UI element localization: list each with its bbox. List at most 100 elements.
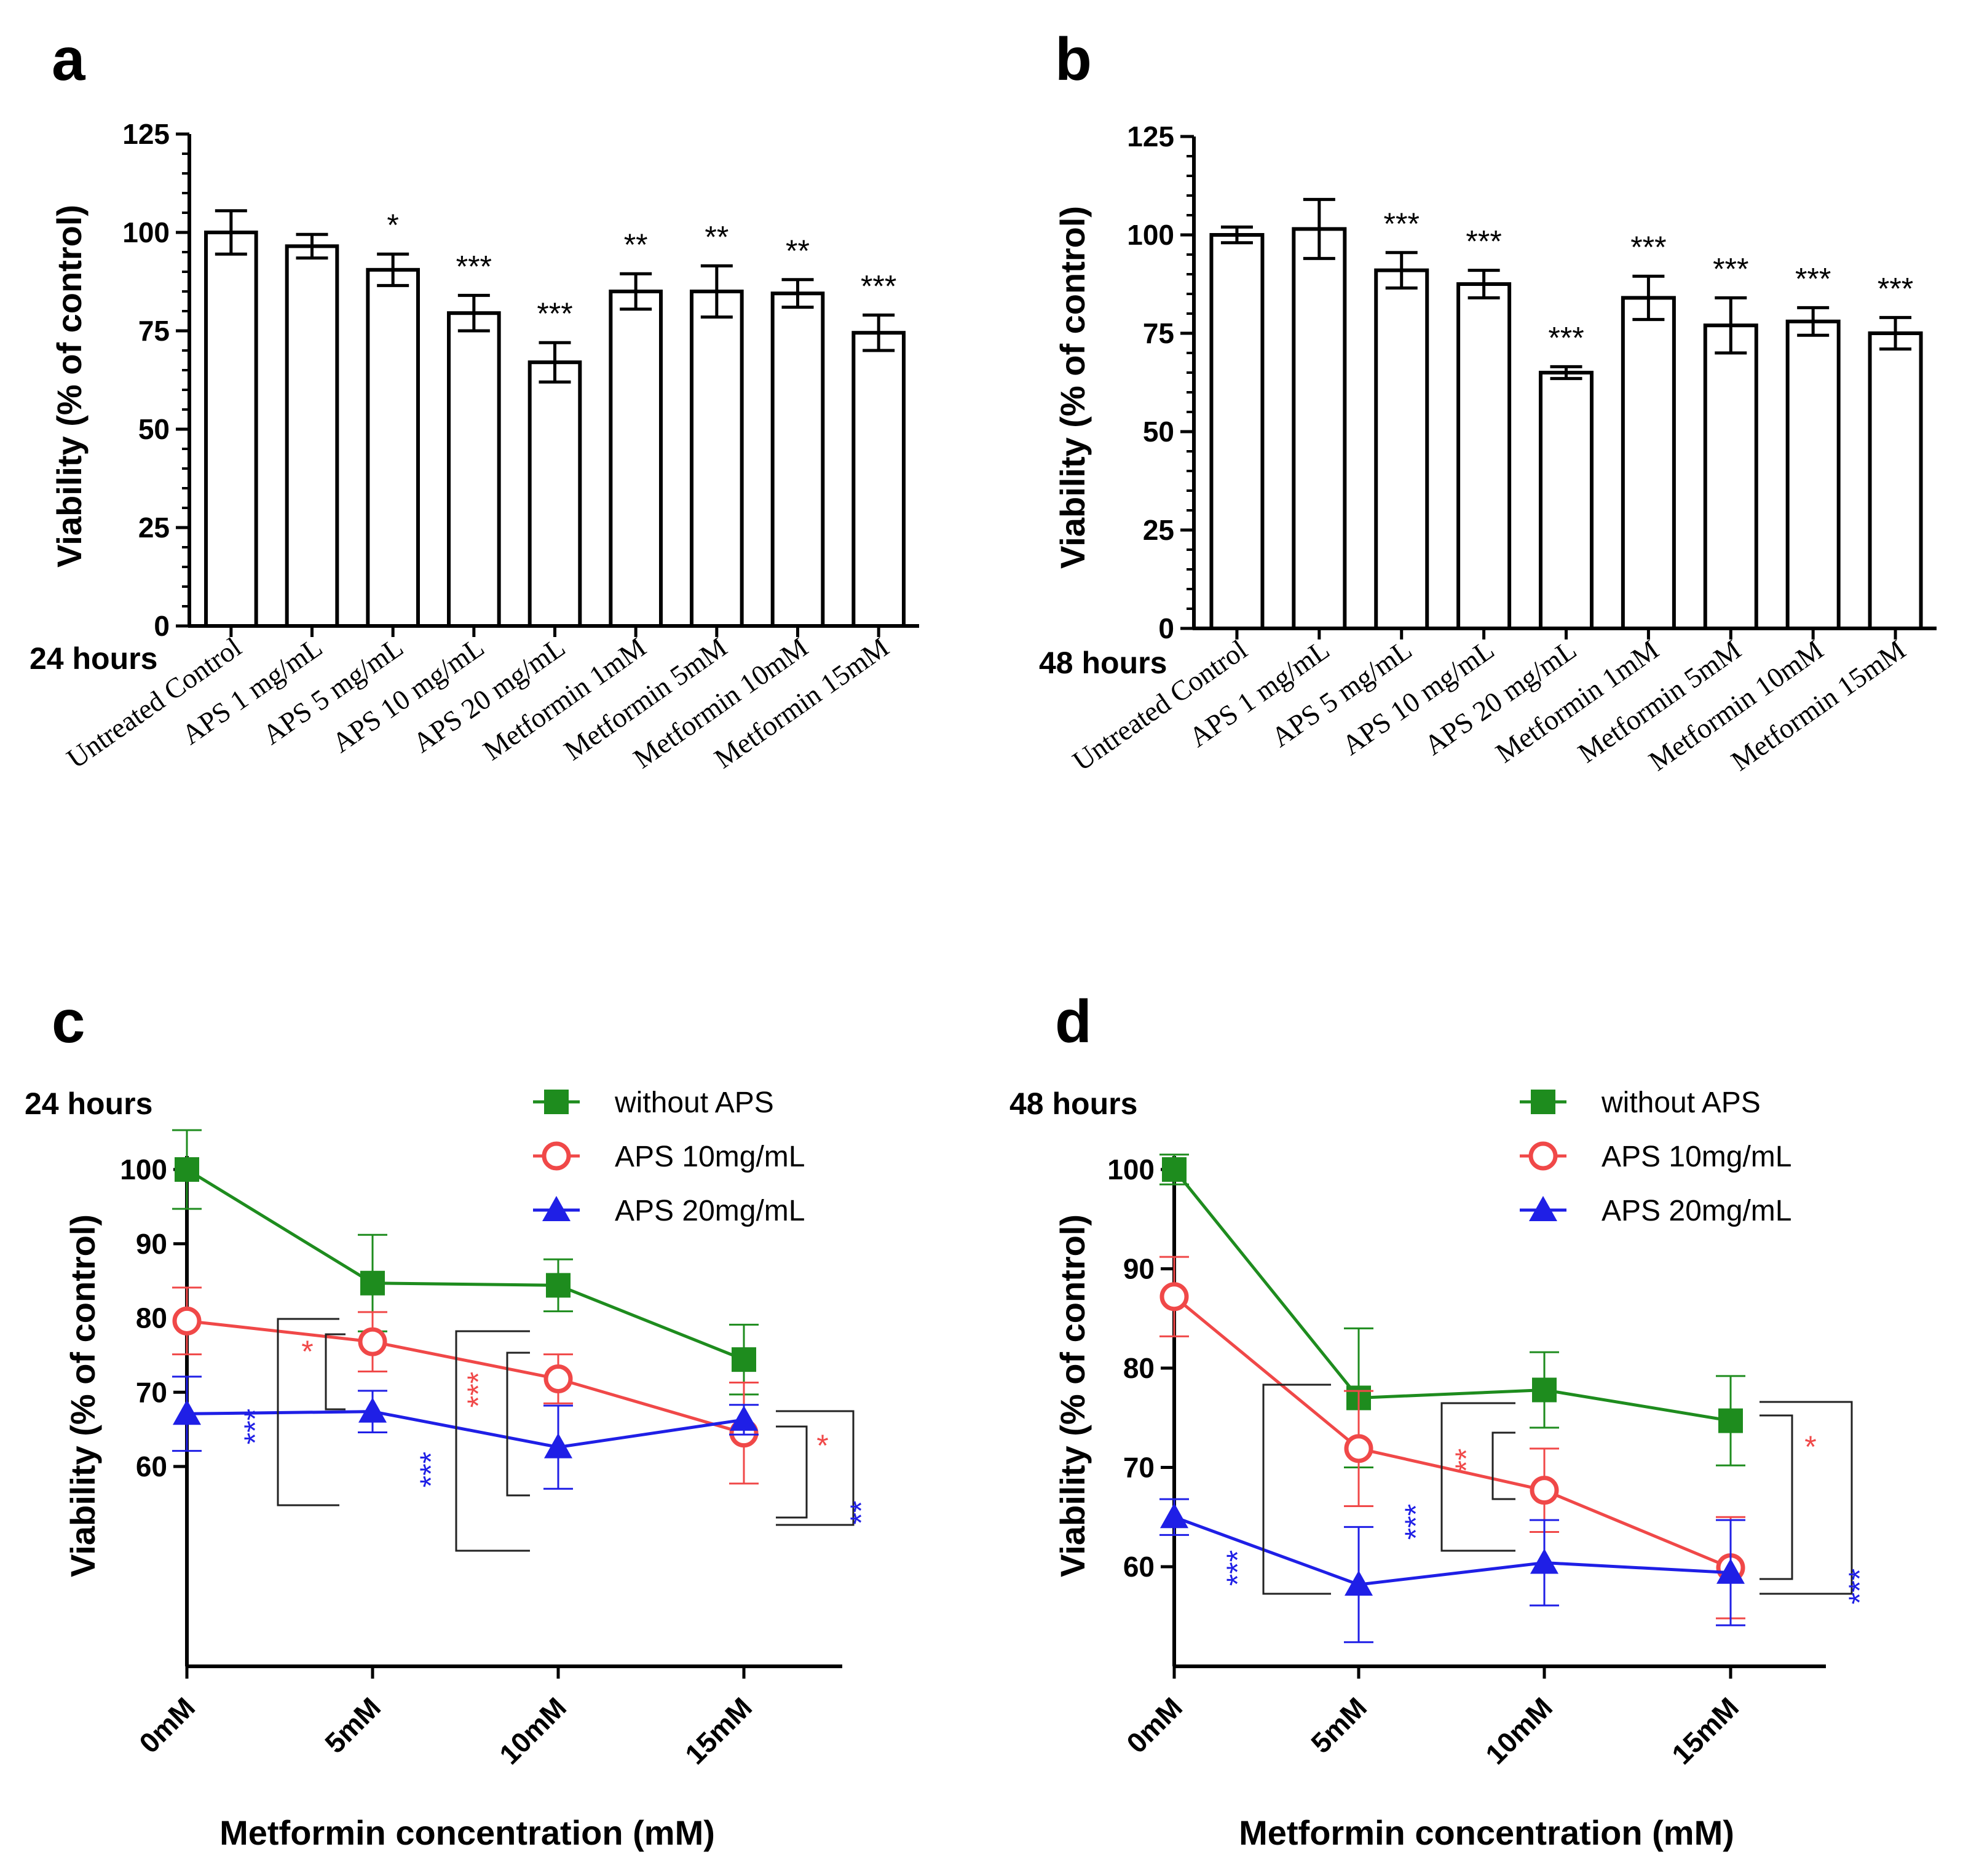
- panel-c-significance-3: ***: [414, 1452, 448, 1487]
- panel-d-bracket-0: [1262, 1383, 1331, 1595]
- panel-d-bracket-3: [1760, 1414, 1793, 1580]
- panel-a-significance-3: ***: [456, 249, 492, 283]
- panel-c-series-1-point-1: [358, 1327, 387, 1356]
- panel-c-legend-marker-2: [542, 1196, 571, 1221]
- panel-c-legend-label-2: APS 20mg/mL: [615, 1195, 805, 1227]
- panel-d-legend-marker-2: [1529, 1196, 1557, 1221]
- panel-d-ylabel: Viability (% of control): [1053, 1214, 1092, 1577]
- panel-a-bar-3: [447, 311, 501, 628]
- panel-b-significance-2: ***: [1384, 207, 1420, 241]
- panel-c-series-0-point-0: [175, 1157, 199, 1182]
- panel-d-ytick-label-60: 60: [1123, 1551, 1155, 1583]
- panel-a-ytick-label-50: 50: [138, 413, 170, 445]
- panel-b-bar-3: [1456, 282, 1512, 630]
- panel-a-ytick-label-100: 100: [122, 216, 170, 248]
- panel-c-category-label-0: 0mM: [133, 1691, 201, 1759]
- panel-c-significance-2: ***: [461, 1372, 496, 1407]
- panel-c-bracket-2: [506, 1352, 530, 1497]
- panel-b-ytick-label-25: 25: [1143, 514, 1174, 546]
- panel-b-bar-1: [1292, 227, 1347, 630]
- panel-b-category-label-1: APS 1 mg/mL: [1183, 633, 1335, 753]
- panel-c-ytick-label-80: 80: [136, 1302, 167, 1334]
- panel-d-bracket-2: [1440, 1402, 1515, 1552]
- panel-d-category-label-3: 15mM: [1665, 1691, 1745, 1770]
- panel-c-ytick-label-60: 60: [136, 1451, 167, 1482]
- panel-c-ylabel: Viability (% of control): [63, 1214, 102, 1577]
- panel-d-series-2-point-1: [1345, 1570, 1373, 1596]
- panel-c-legend-marker-1: [542, 1141, 571, 1171]
- panel-a-bar-5: [609, 290, 663, 628]
- panel-c-series-0-point-3: [732, 1347, 756, 1372]
- panel-c-series-1-point-0: [172, 1306, 202, 1336]
- panel-a-bar-6: [690, 290, 744, 628]
- panel-c-series-2-point-1: [358, 1397, 387, 1423]
- panel-d-bracket-4: [1760, 1401, 1853, 1595]
- panel-c-category-label-2: 10mM: [493, 1691, 572, 1770]
- panel-d-time-label: 48 hours: [1009, 1086, 1137, 1121]
- panel-b-bar-5: [1621, 296, 1676, 630]
- panel-c-time-label: 24 hours: [25, 1086, 152, 1121]
- panel-c-series-1-line: [186, 1319, 745, 1435]
- panel-c-significance-1: ***: [238, 1409, 272, 1444]
- panel-a-significance-6: **: [705, 220, 729, 254]
- panel-d-letter: d: [1055, 987, 1092, 1055]
- panel-b-bar-8: [1868, 331, 1923, 630]
- panel-c-series-2-point-0: [173, 1399, 201, 1425]
- panel-a-significance-2: *: [387, 208, 398, 242]
- panel-d-series-1-point-2: [1530, 1476, 1559, 1505]
- panel-a-bar-8: [851, 331, 906, 628]
- panel-c-xlabel: Metformin concentration (mM): [219, 1813, 715, 1852]
- panel-d-series-1-line: [1173, 1295, 1731, 1569]
- panel-c-series-2-line: [186, 1410, 745, 1449]
- panel-b-significance-8: ***: [1878, 271, 1913, 306]
- panel-c-series-0-point-1: [360, 1270, 385, 1296]
- panel-d-series-2-point-3: [1716, 1558, 1745, 1584]
- panel-c-bracket-0: [325, 1333, 346, 1411]
- panel-d-legend-label-1: APS 10mg/mL: [1602, 1141, 1791, 1173]
- panel-d-significance-1: **: [1449, 1449, 1483, 1473]
- panel-c-series-0-line: [186, 1168, 745, 1361]
- panel-c-significance-0: *: [301, 1334, 313, 1369]
- panel-b-significance-6: ***: [1713, 251, 1748, 286]
- panel-d-significance-0: ***: [1220, 1550, 1255, 1586]
- panel-d-series-0-point-0: [1162, 1157, 1187, 1182]
- panel-d-ytick-label-100: 100: [1107, 1154, 1155, 1185]
- panel-c-series-2-point-2: [544, 1433, 572, 1458]
- panel-c-legend-marker-0: [544, 1090, 569, 1114]
- panel-a-significance-5: **: [624, 228, 648, 262]
- panel-a-ytick-label-0: 0: [154, 610, 170, 642]
- panel-b-bar-0: [1209, 233, 1265, 630]
- panel-a-ytick-label-125: 125: [122, 118, 170, 150]
- panel-c-bracket-3: [455, 1330, 530, 1552]
- panel-d-legend-marker-1: [1528, 1141, 1558, 1171]
- panel-b-significance-4: ***: [1548, 320, 1584, 355]
- panel-b-ytick-label-125: 125: [1127, 121, 1174, 152]
- panel-c-ytick-label-100: 100: [120, 1154, 167, 1185]
- panel-d-category-label-0: 0mM: [1120, 1691, 1188, 1759]
- panel-b-ytick-label-100: 100: [1127, 219, 1174, 251]
- panel-a-bar-0: [204, 231, 258, 628]
- panel-d-series-0-point-3: [1718, 1408, 1743, 1433]
- panel-d-significance-2: ***: [1399, 1504, 1433, 1540]
- panel-b-bar-2: [1374, 268, 1429, 631]
- panel-c-series-2-point-3: [730, 1405, 758, 1431]
- panel-c-ytick-label-90: 90: [136, 1228, 167, 1260]
- panel-d-series-2-point-0: [1160, 1503, 1188, 1529]
- panel-c-bracket-5: [776, 1410, 855, 1526]
- panel-d-significance-3: *: [1804, 1430, 1816, 1464]
- panel-b-significance-5: ***: [1630, 230, 1666, 264]
- panel-d-series-2-point-2: [1530, 1548, 1558, 1574]
- panel-c-bracket-4: [776, 1425, 808, 1519]
- panel-a-bar-7: [770, 291, 825, 628]
- panel-c-letter: c: [52, 987, 85, 1055]
- panel-d-legend-label-2: APS 20mg/mL: [1602, 1195, 1791, 1227]
- panel-c-series-0-point-2: [546, 1273, 571, 1298]
- panel-a-ytick-label-25: 25: [138, 512, 170, 544]
- panel-c-category-label-1: 5mM: [318, 1691, 387, 1759]
- panel-b-bar-4: [1538, 371, 1594, 630]
- chart-c: 60 70 80 90 100 0mM 5mM 10mM 15mM without APS APS …: [120, 1086, 879, 1770]
- panel-a-bar-1: [285, 244, 339, 628]
- panel-d-series-2-line: [1174, 1515, 1731, 1586]
